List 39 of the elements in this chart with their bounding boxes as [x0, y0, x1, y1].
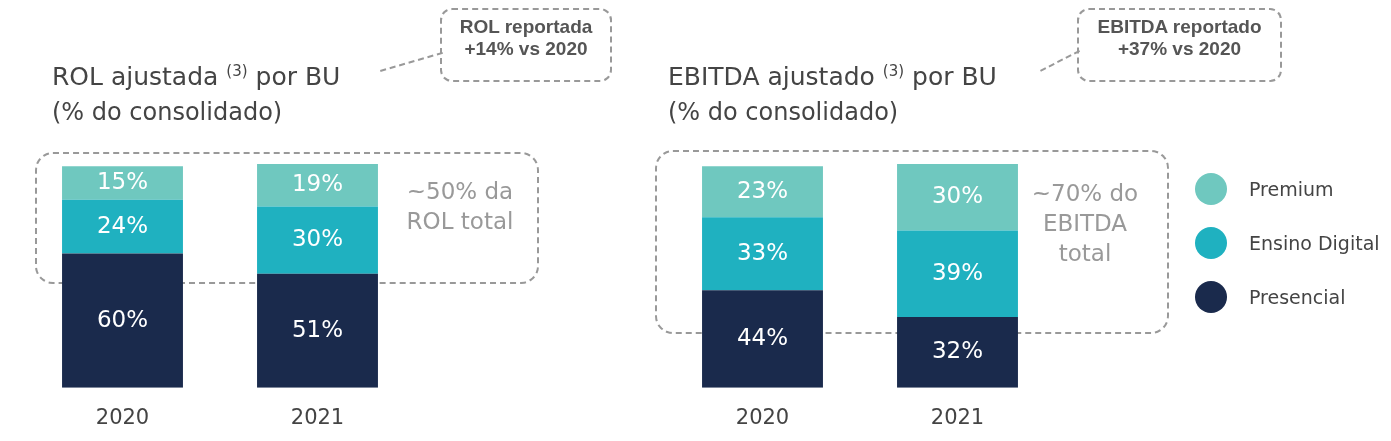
data-label: 33%	[736, 238, 789, 265]
bar	[702, 166, 823, 218]
data-label: 39%	[931, 258, 984, 285]
chart-title: ROL ajustada $^{(3)}$ por BU	[52, 62, 341, 92]
bar	[897, 230, 1018, 317]
text: ROL reportada +14% vs 2020	[440, 8, 612, 82]
x-tick-label: 2021	[930, 404, 985, 429]
chart-subtitle: (% do consolidado)	[668, 98, 899, 126]
legend-label: Premium	[1249, 178, 1334, 200]
bar	[62, 253, 183, 388]
data-label: 32%	[931, 337, 984, 364]
data-label: 23%	[736, 176, 789, 203]
annotation: ~50% da ROL total	[405, 177, 515, 236]
chart-title: EBITDA ajustado $^{(3)}$ por BU	[668, 62, 997, 92]
bar	[257, 273, 378, 388]
data-label: 44%	[736, 324, 789, 351]
annotation: ~70% do EBITDA total	[1030, 179, 1140, 268]
legend-label: Ensino Digital	[1249, 232, 1380, 254]
bar	[62, 199, 183, 254]
bar	[62, 166, 183, 200]
bar	[897, 164, 1018, 231]
data-label: 30%	[291, 225, 344, 252]
bar	[897, 316, 1018, 388]
chart-subtitle: (% do consolidado)	[52, 98, 283, 126]
data-label: 60%	[96, 305, 149, 332]
x-tick-label: 2021	[290, 404, 345, 429]
data-label: 15%	[96, 167, 149, 194]
data-label: 24%	[96, 211, 149, 238]
bar	[257, 206, 378, 274]
data-label: 30%	[931, 182, 984, 209]
x-tick-label: 2020	[95, 404, 150, 429]
bar	[702, 217, 823, 291]
text: EBITDA reportado +37% vs 2020	[1077, 8, 1282, 82]
bar	[257, 164, 378, 207]
legend-label: Presencial	[1249, 286, 1346, 308]
data-label: 19%	[291, 170, 344, 197]
data-label: 51%	[291, 315, 344, 342]
bar	[702, 290, 823, 388]
x-tick-label: 2020	[735, 404, 790, 429]
